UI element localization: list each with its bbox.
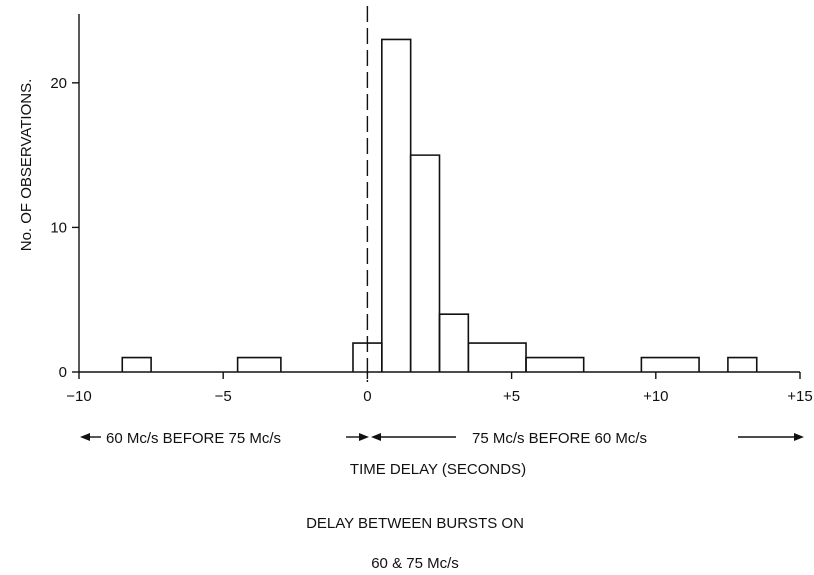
y-tick-label: 10 — [50, 219, 67, 236]
histogram-bar — [467, 342, 527, 372]
x-tick-label: 0 — [363, 388, 371, 405]
x-tick-label: +15 — [787, 388, 812, 405]
x-tick-label: −5 — [215, 388, 232, 405]
x-axis-label: TIME DELAY (SECONDS) — [350, 461, 526, 478]
y-ticks: 0 10 20 — [50, 75, 79, 381]
x-tick-label: +10 — [643, 388, 668, 405]
caption-line-1: DELAY BETWEEN BURSTS ON — [306, 515, 524, 532]
x-tick-label: −10 — [66, 388, 91, 405]
histogram-bar — [640, 356, 700, 372]
y-tick-label: 0 — [59, 364, 67, 381]
histogram-bar — [727, 356, 758, 372]
left-range-arrowhead — [80, 433, 90, 441]
histogram-bar — [121, 356, 152, 372]
left-range-label: 60 Mc/s BEFORE 75 Mc/s — [106, 430, 281, 447]
histogram-bar — [525, 356, 585, 372]
right-range-arrowhead-left — [371, 433, 381, 441]
x-ticks: −10 −5 0 +5 +10 +15 — [66, 372, 813, 405]
y-tick-label: 20 — [50, 75, 67, 92]
caption-line-2: 60 & 75 Mc/s — [371, 555, 459, 572]
right-range-arrowhead — [794, 433, 804, 441]
histogram-bar — [381, 38, 412, 372]
histogram-bar — [409, 154, 441, 372]
x-tick-label: +5 — [503, 388, 520, 405]
histogram-bars — [121, 38, 758, 372]
histogram-bar — [438, 313, 470, 372]
right-range-label: 75 Mc/s BEFORE 60 Mc/s — [472, 430, 647, 447]
histogram-bar — [236, 356, 282, 372]
left-range-arrowhead-right — [359, 433, 369, 441]
range-annotations: 60 Mc/s BEFORE 75 Mc/s 75 Mc/s BEFORE 60… — [80, 430, 804, 447]
y-axis-label: No. OF OBSERVATIONS. — [18, 79, 35, 252]
